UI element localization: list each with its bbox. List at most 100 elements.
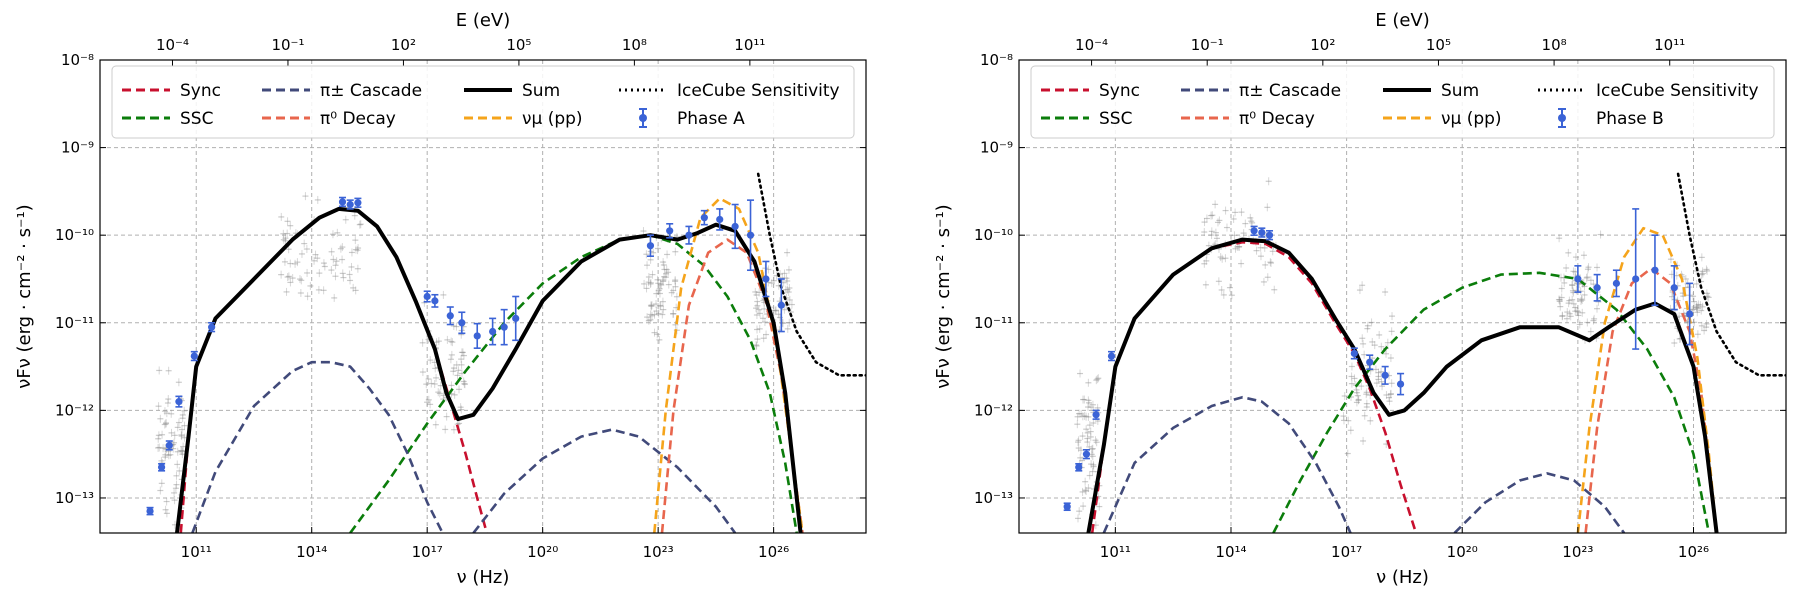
series-nu_mu_pp — [1576, 226, 1718, 533]
x-tick-label: 10¹⁴ — [1215, 543, 1246, 561]
x-tick-label: 10²³ — [1562, 543, 1593, 561]
data-point — [1265, 231, 1274, 239]
data-point — [1075, 463, 1083, 471]
data-point — [1350, 349, 1358, 358]
top-tick-label: 10⁸ — [1542, 36, 1567, 54]
data-point — [1082, 450, 1091, 458]
y-axis-label: νFν (erg · cm⁻² · s⁻¹) — [933, 204, 954, 388]
data-point — [762, 275, 770, 283]
y-tick-label: 10⁻⁹ — [61, 139, 94, 157]
series-icecube_sensitivity — [1676, 172, 1786, 377]
x-tick-label: 10²⁰ — [527, 543, 558, 561]
x-tick-label: 10¹⁷ — [412, 543, 443, 561]
series-Sync — [1090, 240, 1418, 533]
top-tick-label: 10⁻¹ — [271, 36, 304, 54]
x-tick-label: 10²⁶ — [1678, 543, 1709, 561]
legend-handle-data-marker — [639, 114, 647, 122]
series-SSC — [1272, 271, 1711, 533]
y-axis-label: νFν (erg · cm⁻² · s⁻¹) — [14, 204, 35, 388]
data-point — [1258, 228, 1266, 237]
data-point — [1381, 371, 1389, 379]
data-point — [208, 323, 216, 331]
data-point — [489, 327, 497, 336]
legend-label-SSC: SSC — [1099, 109, 1132, 129]
y-tick-label: 10⁻⁸ — [61, 51, 94, 69]
y-tick-label: 10⁻¹⁰ — [55, 226, 94, 244]
axes-frame — [99, 59, 867, 534]
data-point — [716, 215, 724, 224]
legend-label-pi_pm_cascade: π± Cascade — [320, 81, 422, 101]
data-point — [165, 441, 173, 450]
legend-label-pi_pm_cascade: π± Cascade — [1239, 81, 1341, 101]
data-point — [685, 231, 693, 239]
series-pi_pm_cascade_2 — [472, 428, 737, 533]
plot-area — [1063, 172, 1786, 533]
data-point — [1396, 380, 1405, 388]
data-point — [666, 227, 674, 235]
data-point — [1574, 275, 1582, 283]
data-point — [458, 319, 466, 327]
x-axis-label: ν (Hz) — [457, 567, 510, 588]
data-point — [731, 222, 739, 231]
data-point — [190, 352, 198, 360]
top-tick-label: 10⁻¹ — [1191, 36, 1224, 54]
legend-label-Sync: Sync — [180, 81, 221, 101]
y-tick-label: 10⁻¹² — [55, 401, 94, 419]
series-icecube_sensitivity — [756, 172, 866, 377]
series-pi_pm_cascade — [1102, 395, 1352, 533]
legend-label-nu_mu_pp: νμ (pp) — [1441, 109, 1502, 129]
data-point — [500, 323, 508, 331]
data-point — [1686, 310, 1694, 318]
legend-label-sum: Sum — [522, 81, 560, 101]
data-point — [1250, 227, 1258, 235]
y-tick-label: 10⁻⁸ — [980, 51, 1013, 69]
top-tick-label: 10⁻⁴ — [1075, 36, 1108, 54]
x-tick-label: 10²⁶ — [758, 543, 789, 561]
data-point — [146, 507, 154, 515]
data-point — [175, 398, 183, 406]
y-tick-label: 10⁻¹³ — [974, 489, 1013, 507]
top-tick-label: 10¹¹ — [734, 36, 765, 54]
data-point — [777, 301, 785, 309]
series-nu_mu_pp — [653, 197, 804, 533]
top-tick-label: 10⁵ — [1426, 36, 1451, 54]
data-point — [157, 463, 166, 471]
top-tick-label: 10⁵ — [506, 36, 531, 54]
data-point — [1670, 284, 1678, 292]
y-tick-label: 10⁻¹¹ — [55, 314, 94, 332]
legend-label-SSC: SSC — [180, 109, 213, 129]
axes-frame — [1018, 59, 1787, 534]
panel-left: 10¹¹ 10¹⁴ 10¹⁷ 10²⁰ 10²³ 10²⁶ 10⁻⁴ 10⁻¹ 10² 10⁵ 10… — [14, 10, 867, 588]
legend-handle-data-marker — [1558, 114, 1566, 122]
legend-label-pi0_decay: π⁰ Decay — [1239, 109, 1315, 129]
data-point — [431, 297, 439, 305]
legend-label-sum: Sum — [1441, 81, 1479, 101]
series-pi_pm_cascade_2 — [1453, 472, 1626, 533]
data-point — [1366, 358, 1374, 366]
data-point — [1651, 266, 1659, 274]
data-point — [512, 314, 520, 322]
legend-label-nu_mu_pp: νμ (pp) — [522, 109, 583, 129]
legend-box — [111, 65, 855, 139]
top-tick-label: 10⁻⁴ — [156, 36, 189, 54]
legend-label-icecube_sensitivity: IceCube Sensitivity — [677, 81, 840, 101]
data-point — [1612, 279, 1621, 287]
legend-label-Sync: Sync — [1099, 81, 1140, 101]
y-tick-label: 10⁻¹² — [974, 401, 1013, 419]
data-point — [446, 312, 454, 320]
data-point — [1593, 284, 1601, 292]
x-tick-label: 10¹¹ — [181, 543, 212, 561]
series-sum — [1086, 237, 1719, 533]
y-tick-label: 10⁻¹⁰ — [974, 226, 1013, 244]
top-tick-label: 10² — [391, 36, 416, 54]
x-tick-label: 10²⁰ — [1447, 543, 1478, 561]
x-tick-label: 10¹⁴ — [296, 543, 327, 561]
top-tick-label: 10¹¹ — [1654, 36, 1685, 54]
y-tick-label: 10⁻⁹ — [980, 139, 1013, 157]
legend-box — [1030, 65, 1775, 139]
data-point — [346, 200, 354, 209]
x-tick-label: 10¹¹ — [1100, 543, 1131, 561]
legend-label-data: Phase B — [1596, 109, 1664, 129]
x-tick-label: 10¹⁷ — [1331, 543, 1362, 561]
